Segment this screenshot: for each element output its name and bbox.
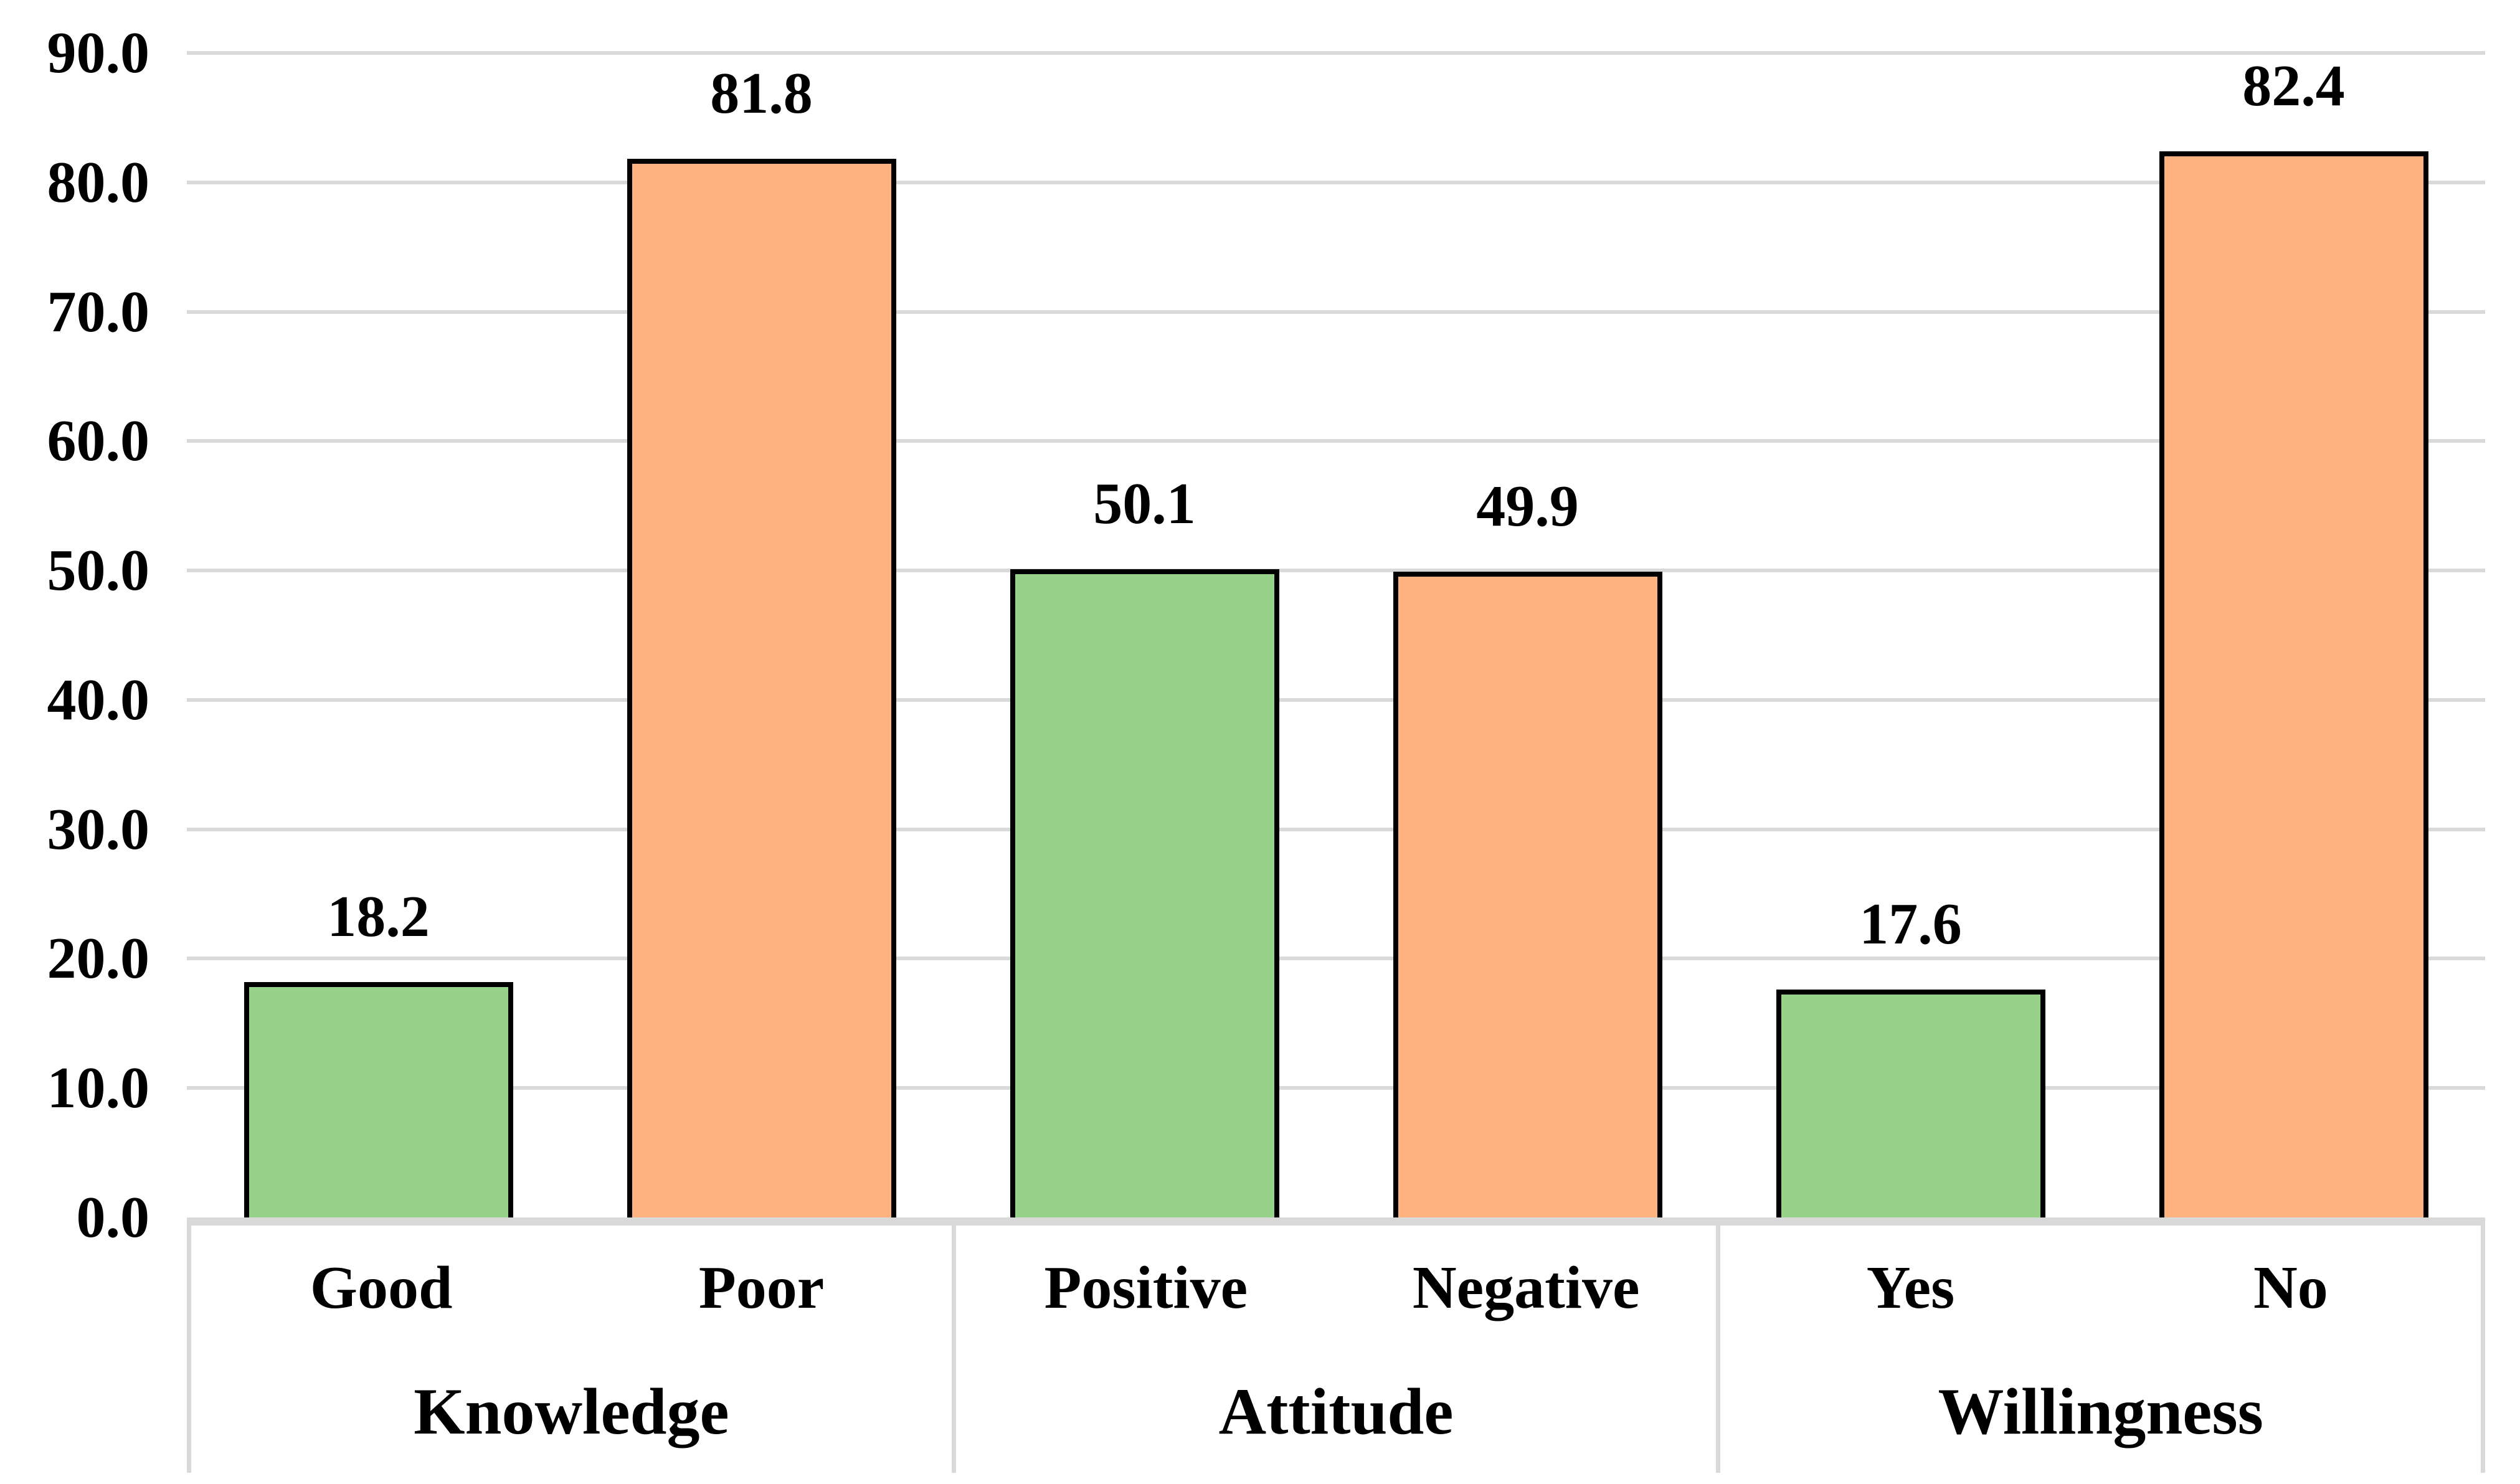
bar-no bbox=[2159, 151, 2428, 1217]
gridline bbox=[187, 1086, 2485, 1090]
category-label-no: No bbox=[2253, 1254, 2328, 1321]
plot-area: 18.2 81.8 50.1 49.9 17.6 82.4 bbox=[187, 51, 2485, 1226]
category-row: Yes No bbox=[1720, 1226, 2481, 1350]
gridline bbox=[187, 957, 2485, 960]
bar-yes bbox=[1776, 990, 2045, 1217]
bar-good bbox=[244, 982, 513, 1217]
y-tick-label: 40.0 bbox=[47, 668, 150, 732]
gridline bbox=[187, 569, 2485, 572]
gridline bbox=[187, 828, 2485, 831]
y-tick-label: 70.0 bbox=[47, 280, 150, 344]
bar-value-label-negative: 49.9 bbox=[1476, 474, 1579, 539]
category-row: Good Poor bbox=[191, 1226, 952, 1350]
gridline bbox=[187, 310, 2485, 314]
category-row: Positive Negative bbox=[956, 1226, 1717, 1350]
y-tick-label: 0.0 bbox=[76, 1185, 150, 1250]
group-label-willingness: Willingness bbox=[1938, 1374, 2263, 1448]
bar-value-label-poor: 81.8 bbox=[710, 61, 813, 126]
bar-value-label-good: 18.2 bbox=[327, 884, 430, 949]
y-tick-label: 10.0 bbox=[47, 1056, 150, 1120]
category-axis-table: Good Poor Knowledge Positive Negative Attitud… bbox=[187, 1226, 2485, 1473]
axis-group-knowledge: Good Poor Knowledge bbox=[191, 1226, 956, 1473]
gridline bbox=[187, 51, 2485, 55]
y-tick-label: 30.0 bbox=[47, 797, 150, 862]
group-label-knowledge: Knowledge bbox=[414, 1374, 729, 1448]
y-tick-label: 20.0 bbox=[47, 926, 150, 991]
category-label-negative: Negative bbox=[1412, 1254, 1640, 1321]
gridline bbox=[187, 439, 2485, 443]
bar-negative bbox=[1393, 572, 1662, 1217]
gridline bbox=[187, 181, 2485, 184]
axis-group-attitude: Positive Negative Attitude bbox=[956, 1226, 1721, 1473]
gridline bbox=[187, 698, 2485, 702]
y-tick-label: 80.0 bbox=[47, 150, 150, 215]
category-label-poor: Poor bbox=[698, 1254, 825, 1321]
bar-value-label-yes: 17.6 bbox=[1859, 892, 1962, 957]
x-axis-line bbox=[187, 1217, 2485, 1226]
y-tick-label: 50.0 bbox=[47, 538, 150, 603]
bar-positive bbox=[1010, 569, 1279, 1217]
category-label-positive: Positive bbox=[1044, 1254, 1248, 1321]
y-tick-label: 60.0 bbox=[47, 409, 150, 473]
category-label-good: Good bbox=[310, 1254, 453, 1321]
bar-value-label-no: 82.4 bbox=[2242, 54, 2345, 118]
axis-group-willingness: Yes No Willingness bbox=[1720, 1226, 2481, 1473]
category-label-yes: Yes bbox=[1866, 1254, 1955, 1321]
bar-poor bbox=[627, 159, 896, 1217]
y-tick-label: 90.0 bbox=[47, 21, 150, 85]
group-label-attitude: Attitude bbox=[1218, 1374, 1454, 1448]
bar-value-label-positive: 50.1 bbox=[1093, 471, 1196, 536]
